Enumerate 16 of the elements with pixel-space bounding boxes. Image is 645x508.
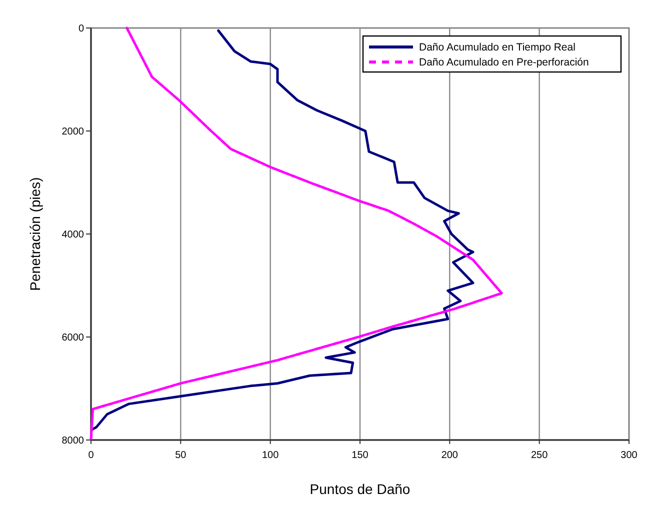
x-tick-label: 300 bbox=[620, 450, 638, 461]
x-tick-label: 100 bbox=[262, 450, 280, 461]
x-tick-label: 0 bbox=[88, 450, 94, 461]
x-tick-label: 50 bbox=[175, 450, 187, 461]
legend-label: Daño Acumulado en Pre-perforación bbox=[419, 56, 590, 69]
legend-label: Daño Acumulado en Tiempo Real bbox=[419, 42, 576, 54]
x-axis-title: Puntos de Daño bbox=[310, 481, 410, 497]
x-tick-label: 250 bbox=[530, 450, 548, 461]
y-tick-label: 2000 bbox=[62, 126, 84, 138]
x-tick-label: 150 bbox=[352, 450, 369, 461]
x-tick-label: 200 bbox=[441, 450, 458, 461]
y-tick-label: 6000 bbox=[62, 332, 84, 344]
y-tick-label: 4000 bbox=[62, 230, 84, 240]
y-tick-label: 0 bbox=[78, 24, 84, 34]
y-axis-title: Penetración (pies) bbox=[27, 177, 43, 291]
y-tick-label: 8000 bbox=[62, 436, 84, 446]
